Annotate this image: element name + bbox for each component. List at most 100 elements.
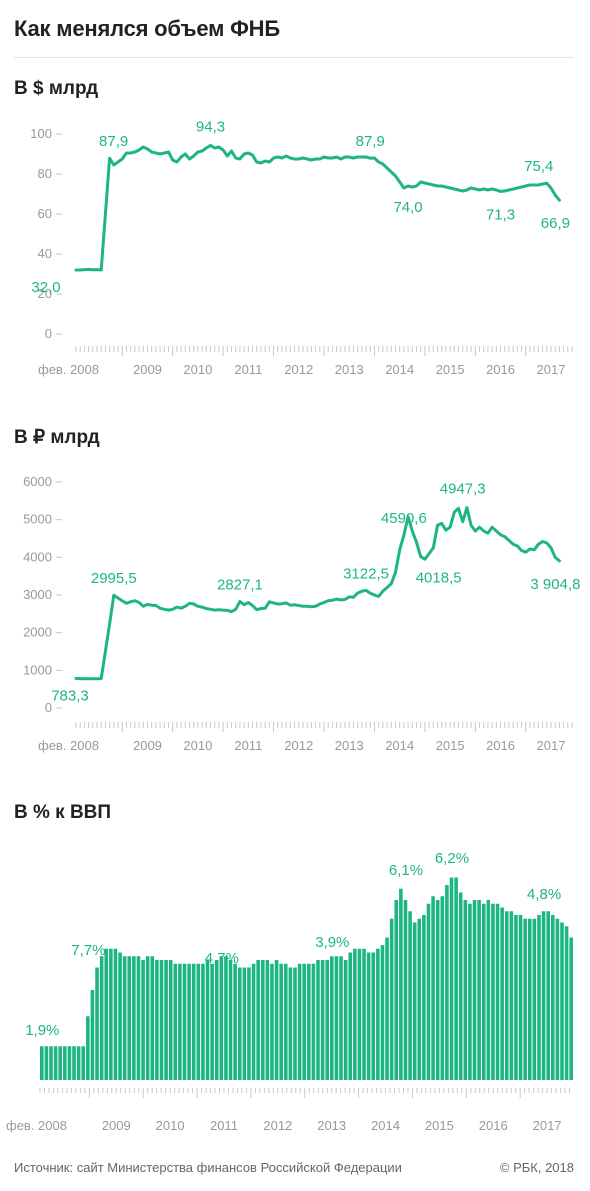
bar	[472, 900, 477, 1080]
bar	[399, 888, 403, 1080]
x-tick-label: 2014	[385, 362, 414, 377]
data-label: 3,9%	[315, 934, 349, 951]
bar	[339, 956, 343, 1080]
y-tick-label: 0	[45, 700, 52, 715]
bar	[325, 960, 330, 1080]
bar	[362, 948, 366, 1080]
x-tick-label: фев. 2008	[38, 362, 99, 377]
series-line	[74, 143, 561, 272]
data-label: 66,9	[541, 215, 570, 232]
bar	[311, 963, 316, 1080]
bar	[353, 948, 357, 1080]
bar	[454, 877, 458, 1080]
bar	[145, 956, 150, 1080]
page-title: Как менялся объем ФНБ	[14, 16, 280, 41]
x-tick-label: 2015	[425, 1118, 454, 1133]
data-label: 4018,5	[416, 570, 462, 587]
bar	[63, 1046, 67, 1080]
bar	[509, 911, 514, 1080]
bar	[486, 900, 491, 1080]
bar	[541, 911, 546, 1080]
bar	[49, 1046, 53, 1080]
y-tick-label: 5000	[23, 512, 52, 527]
bar	[67, 1046, 72, 1080]
bar	[343, 960, 348, 1080]
bar	[224, 956, 228, 1080]
bar	[417, 918, 422, 1080]
data-label: 1,9%	[25, 1022, 59, 1039]
x-tick-label: фев. 2008	[38, 738, 99, 753]
bar	[196, 963, 201, 1080]
bar	[491, 903, 495, 1080]
bar	[283, 963, 288, 1080]
x-tick-label: 2010	[183, 738, 212, 753]
bar	[201, 963, 205, 1080]
bar	[431, 896, 435, 1080]
bar	[376, 948, 380, 1080]
rub-chart-title: В ₽ млрд	[14, 427, 100, 448]
bar	[44, 1046, 49, 1080]
bar	[288, 967, 293, 1080]
bar	[307, 963, 311, 1080]
y-tick-label: 4000	[23, 549, 52, 564]
y-tick-label: 1000	[23, 662, 52, 677]
data-label: 4,8%	[527, 886, 561, 903]
x-tick-label: 2017	[537, 362, 566, 377]
y-tick-label: 3000	[23, 587, 52, 602]
bar	[514, 915, 518, 1080]
gdp-bar-chart: фев. 2008 2009 2010 2011 2012 2013 2014 2015 201…	[6, 850, 573, 1133]
bar	[113, 948, 118, 1080]
bar	[458, 892, 463, 1080]
bar	[159, 960, 164, 1080]
bar	[40, 1046, 44, 1080]
x-tick-label: 2012	[284, 738, 313, 753]
y-tick-label: 0	[45, 326, 52, 341]
bar	[518, 915, 523, 1080]
bar	[560, 922, 564, 1080]
bar	[136, 956, 141, 1080]
bar	[440, 896, 445, 1080]
y-tick-label: 6000	[23, 474, 52, 489]
bar	[155, 960, 159, 1080]
rub-line-chart: 0 1000 2000 3000 4000 5000 6000 фев. 2008 2009 20…	[23, 474, 580, 753]
data-label: 6,2%	[435, 850, 469, 867]
x-tick-label: 2013	[335, 738, 364, 753]
data-label: 2827,1	[217, 577, 263, 594]
x-tick-label: 2009	[133, 738, 162, 753]
data-label: 2995,5	[91, 570, 137, 587]
y-tick-label: 80	[38, 166, 52, 181]
bar	[279, 963, 283, 1080]
usd-chart-title: В $ млрд	[14, 78, 99, 99]
bar	[168, 960, 173, 1080]
bar	[127, 956, 132, 1080]
x-tick-label: 2011	[234, 738, 262, 753]
data-label: 4590,6	[381, 510, 427, 527]
bar	[445, 885, 449, 1080]
bar	[564, 926, 569, 1080]
x-tick-label: 2010	[183, 362, 212, 377]
bar	[210, 963, 214, 1080]
gdp-chart-title: В % к ВВП	[14, 802, 112, 823]
bar	[95, 967, 99, 1080]
bar	[99, 956, 104, 1080]
x-tick-label: 2011	[210, 1118, 238, 1133]
bar	[403, 900, 408, 1080]
bar	[178, 963, 182, 1080]
bar	[118, 952, 122, 1080]
bar	[500, 907, 504, 1080]
x-tick-label: 2009	[102, 1118, 131, 1133]
bar	[495, 903, 500, 1080]
bar	[141, 960, 145, 1080]
bar	[366, 952, 371, 1080]
bar	[394, 900, 399, 1080]
bar	[187, 963, 191, 1080]
data-label: 6,1%	[389, 862, 423, 879]
data-label: 87,9	[99, 133, 128, 150]
data-label: 3 904,8	[530, 576, 580, 593]
bar	[380, 945, 385, 1080]
bar	[150, 956, 155, 1080]
bar	[468, 903, 472, 1080]
x-tick-label: 2014	[385, 738, 414, 753]
bar	[109, 948, 113, 1080]
bar	[270, 963, 274, 1080]
